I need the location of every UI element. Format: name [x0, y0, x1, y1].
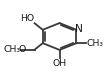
Text: O: O: [18, 45, 26, 54]
Text: HO: HO: [20, 14, 34, 23]
Text: CH₃: CH₃: [3, 45, 20, 54]
Text: CH₃: CH₃: [86, 39, 103, 48]
Text: N: N: [75, 24, 83, 34]
Text: OH: OH: [53, 59, 67, 68]
